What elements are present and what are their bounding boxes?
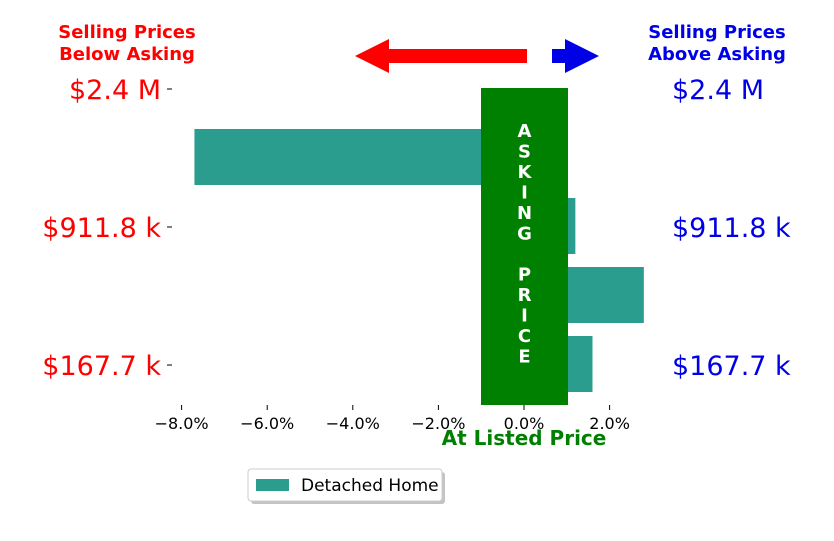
- left-price-label-2: $167.7 k: [42, 351, 161, 382]
- legend: Detached Home: [247, 468, 445, 504]
- above-asking-header-line1: Selling Prices: [648, 22, 785, 43]
- x-tick-label-3: −2.0%: [411, 414, 465, 433]
- x-tick-label-2: −4.0%: [326, 414, 380, 433]
- bar-0: [194, 129, 524, 185]
- above-asking-header-line2: Above Asking: [648, 44, 786, 65]
- asking-price-band: [481, 88, 568, 405]
- right-price-label-1: $911.8 k: [672, 213, 791, 244]
- x-tick-label-1: −6.0%: [240, 414, 294, 433]
- left-price-label-0: $2.4 M: [69, 75, 161, 106]
- x-axis-title: At Listed Price: [442, 426, 607, 450]
- legend-swatch: [256, 479, 289, 491]
- left-arrow-icon: [355, 39, 527, 73]
- right-price-label-0: $2.4 M: [672, 75, 764, 106]
- x-tick-label-5: 2.0%: [589, 414, 630, 433]
- right-arrow-icon: [552, 39, 599, 73]
- legend-label: Detached Home: [301, 476, 439, 496]
- below-asking-header-line1: Selling Prices: [58, 22, 195, 43]
- x-tick-label-0: −8.0%: [155, 414, 209, 433]
- x-tick-label-4: 0.0%: [504, 414, 545, 433]
- left-price-label-1: $911.8 k: [42, 213, 161, 244]
- below-asking-header-line2: Below Asking: [59, 44, 195, 65]
- right-price-label-2: $167.7 k: [672, 351, 791, 382]
